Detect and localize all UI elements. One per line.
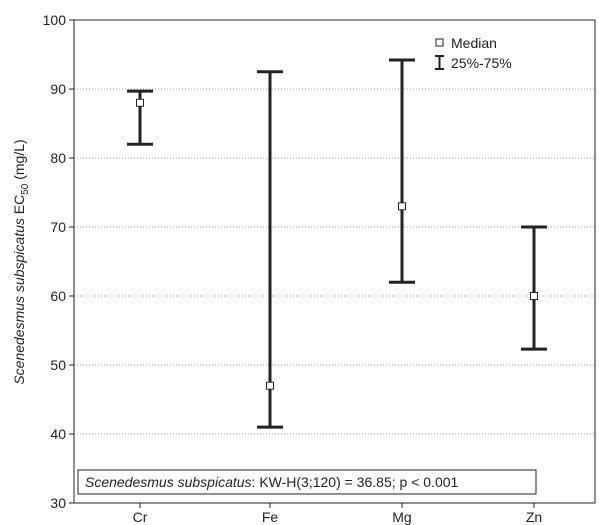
x-tick-label: Cr [133,509,148,525]
legend-median-label: Median [451,35,497,51]
x-axis: Cr Fe Mg Zn [133,503,542,525]
y-tick-label: 100 [43,12,67,28]
y-axis-label: Scenedesmus subspicatus EC50 (mg/L) [11,139,31,384]
legend: Median 25%-75% [435,35,512,71]
annotation: Scenedesmus subspicatus: KW-H(3;120) = 3… [77,469,537,495]
y-tick-label: 70 [50,219,66,235]
range-mg [389,58,415,284]
median-marker-zn [530,292,538,300]
y-tick-label: 80 [50,150,66,166]
annotation-box [77,469,537,495]
x-tick-label: Mg [392,509,411,525]
median-marker-cr [136,98,144,107]
plot-frame [73,19,596,504]
y-tick-label: 90 [50,81,66,97]
legend-range-marker [435,55,444,70]
y-axis: 30 40 50 60 70 80 90 100 [43,12,74,511]
series [127,58,547,429]
y-tick-label: 40 [50,426,66,442]
y-tick-label: 50 [50,357,66,373]
x-tick-label: Fe [262,509,279,525]
annotation-text: Scenedesmus subspicatus: KW-H(3;120) = 3… [85,474,459,490]
legend-range-label: 25%-75% [451,55,512,71]
range-zn [521,225,547,351]
y-tick-label: 60 [50,288,66,304]
median-marker-mg [398,202,406,211]
range-fe [257,70,283,429]
gridlines [74,88,595,435]
y-tick-label: 30 [50,495,66,511]
median-marker-fe [266,381,274,390]
x-tick-label: Zn [526,509,542,525]
legend-median-marker [435,38,444,47]
